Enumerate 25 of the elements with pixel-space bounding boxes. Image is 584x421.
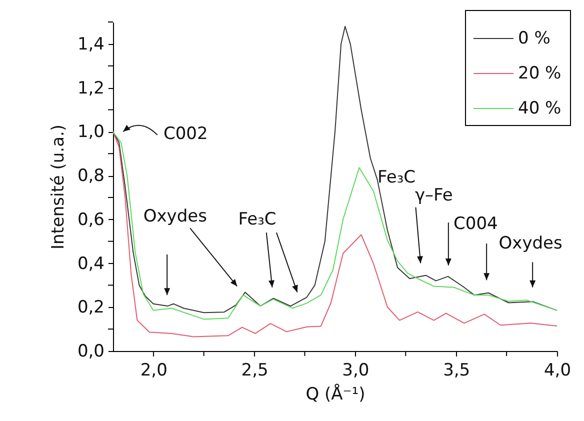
- annotation: γ–Fe: [414, 185, 453, 206]
- legend-label: 20 %: [518, 64, 562, 84]
- x-tick-label: 2,0: [140, 360, 168, 380]
- annotation: C002: [163, 124, 208, 144]
- y-tick-label: 0,4: [77, 254, 104, 274]
- y-tick-label: 0,0: [77, 342, 104, 362]
- y-tick-label: 1,0: [77, 122, 104, 142]
- x-tick-label: 3,5: [443, 360, 470, 380]
- x-axis-title: Q (Å⁻¹): [306, 384, 366, 404]
- annotation: C004: [454, 214, 498, 234]
- annotation: Oxydes: [143, 206, 208, 226]
- y-tick-label: 0,6: [77, 210, 104, 230]
- annotation: Fe₃C: [378, 168, 416, 188]
- x-tick-label: 3,0: [342, 360, 370, 380]
- annotation: Oxydes: [498, 234, 563, 254]
- x-tick-label: 4,0: [544, 360, 572, 380]
- y-tick-label: 1,4: [77, 34, 104, 54]
- y-axis-title: Intensité (u.a.): [48, 124, 68, 250]
- x-tick-label: 2,5: [241, 360, 268, 380]
- legend-label: 0 %: [518, 28, 550, 48]
- annotation: Fe₃C: [238, 209, 276, 230]
- y-tick-label: 1,2: [77, 78, 104, 98]
- y-tick-label: 0,8: [77, 166, 104, 186]
- y-tick-label: 0,2: [77, 298, 104, 318]
- legend-label: 40 %: [518, 98, 562, 118]
